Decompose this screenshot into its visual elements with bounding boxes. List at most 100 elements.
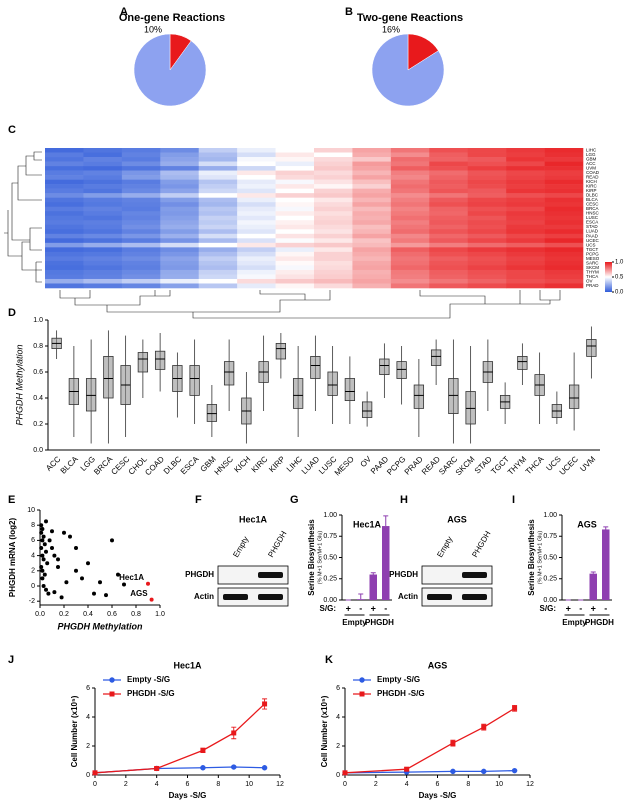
heatmap-cell <box>237 202 276 208</box>
heatmap-cell <box>237 170 276 176</box>
point <box>86 561 90 566</box>
heatmap-cell <box>390 260 430 266</box>
box <box>275 342 287 360</box>
y-axis-title: Serine Biosynthesis <box>307 519 316 596</box>
heatmap-cell <box>198 274 238 280</box>
point <box>116 572 120 577</box>
y-tick-label: 10 <box>27 507 35 514</box>
heatmap-cell <box>467 206 507 212</box>
heatmap-cell <box>467 161 507 167</box>
y-tick-label: 0 <box>31 583 35 590</box>
heatmap-cell <box>121 269 161 275</box>
row-label: KIRC <box>586 184 598 189</box>
row-label: HNSC <box>586 211 600 216</box>
heatmap-cell <box>237 206 276 212</box>
lane-label: PHGDH <box>470 529 492 559</box>
blot-panel <box>421 565 493 585</box>
row-label: PHGDH <box>185 570 214 579</box>
heatmap-cell <box>83 260 123 266</box>
heatmap-cell <box>390 247 430 253</box>
heatmap-cell <box>121 197 161 203</box>
x-tick-label: HNSC <box>213 454 236 477</box>
panel-letter: D <box>8 307 16 319</box>
x-tick-label: 0.0 <box>35 611 45 618</box>
heatmap-cell <box>275 260 315 266</box>
heatmap-cell <box>467 184 507 189</box>
heatmap-cell <box>506 278 545 284</box>
heatmap-cell <box>544 161 584 167</box>
legend-label: Empty -S/G <box>377 675 420 684</box>
heatmap-cell <box>121 148 161 153</box>
y-axis-title: PHGDH mRNA (log2) <box>8 518 17 598</box>
heatmap-cell <box>198 152 238 158</box>
heatmap-cell <box>352 251 392 257</box>
heatmap-cell <box>275 193 315 198</box>
point <box>39 546 44 550</box>
point <box>450 740 456 746</box>
row-label: PHGDH <box>389 570 418 579</box>
y-tick-label: 1.0 <box>33 317 43 324</box>
heatmap-cell <box>506 202 545 208</box>
heatmap-cell <box>83 220 123 226</box>
heatmap-cell <box>314 269 353 275</box>
heatmap-cell <box>467 202 507 208</box>
heatmap-cell <box>275 251 315 257</box>
heatmap-cell <box>314 233 353 239</box>
heatmap-cell <box>121 175 161 180</box>
heatmap-cell <box>467 278 507 284</box>
heatmap-cell <box>160 188 200 194</box>
heatmap-cell <box>352 238 392 244</box>
heatmap-cell <box>390 224 430 230</box>
blot-panel <box>217 565 289 585</box>
heatmap-cell <box>390 152 430 158</box>
y-tick-label: 6 <box>86 685 90 692</box>
y-tick-label: 0 <box>336 772 340 779</box>
x-tick-label: - <box>359 603 362 613</box>
sg-label: S/G: <box>540 604 556 613</box>
heatmap-cell <box>121 251 161 257</box>
heatmap-cell <box>45 179 84 185</box>
heatmap-cell <box>237 161 276 167</box>
heatmap-cell <box>352 247 392 253</box>
x-tick-label: 2 <box>124 781 128 788</box>
row-label: UCEC <box>586 238 600 243</box>
heatmap-cell <box>429 247 469 253</box>
row-label: LUAD <box>586 229 599 234</box>
heatmap-cell <box>506 224 545 230</box>
heatmap-cell <box>198 184 238 189</box>
heatmap-cell <box>544 229 584 235</box>
x-tick-label: KIRC <box>250 454 270 474</box>
legend-label: Empty -S/G <box>127 675 170 684</box>
heatmap-cell <box>45 247 84 253</box>
point <box>46 591 51 596</box>
point <box>68 534 72 539</box>
panel-letter: G <box>290 494 299 506</box>
heatmap-cell <box>506 161 545 167</box>
point <box>44 519 48 524</box>
error-bar <box>383 515 389 527</box>
x-axis-title: Days -S/G <box>169 791 207 800</box>
heatmap-cell <box>506 260 545 266</box>
band <box>258 572 283 578</box>
x-tick-label: 10 <box>495 781 503 788</box>
heatmap-cell <box>429 193 469 198</box>
box <box>223 361 235 386</box>
blot-title: AGS <box>447 514 467 524</box>
heatmap-cell <box>314 188 353 194</box>
point-label: Hec1A <box>119 573 144 582</box>
y-tick-label: 0.50 <box>323 554 337 561</box>
heatmap-cell <box>160 197 200 203</box>
heatmap-cell <box>429 161 469 167</box>
heatmap-cell <box>314 197 353 203</box>
heatmap-cell <box>429 220 469 226</box>
x-tick-label: UCEC <box>558 454 581 477</box>
heatmap-cell <box>352 274 392 280</box>
row-label: BLCA <box>586 197 598 202</box>
x-tick-label: MESO <box>333 455 356 478</box>
x-tick-label: 10 <box>245 781 253 788</box>
heatmap-cell <box>237 247 276 253</box>
point <box>50 546 54 550</box>
point <box>42 572 47 577</box>
heatmap-cell <box>506 242 545 248</box>
colorbar-label: 1.0 <box>615 260 624 266</box>
